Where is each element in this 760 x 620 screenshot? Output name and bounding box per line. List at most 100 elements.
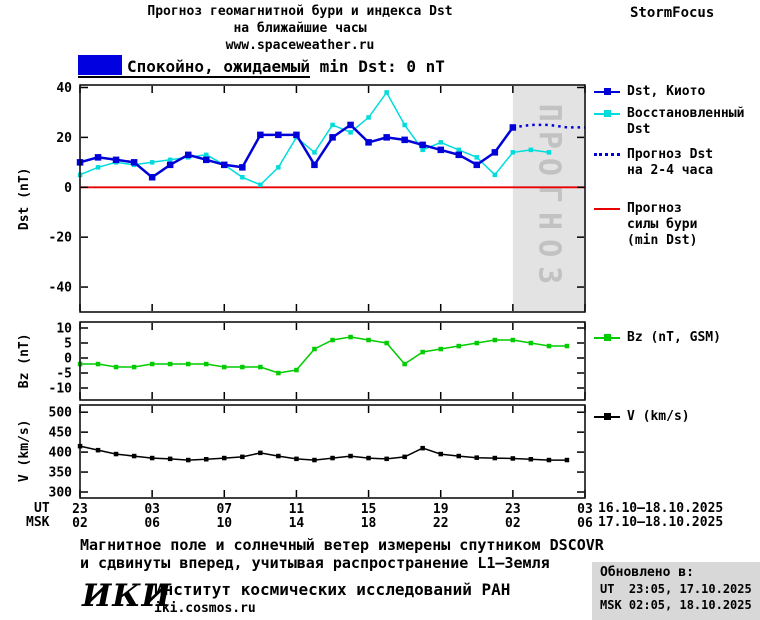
series-marker: [384, 340, 389, 346]
series-marker: [456, 343, 461, 349]
series-marker: [185, 151, 192, 159]
series-marker: [474, 340, 479, 346]
marker-square: [604, 413, 611, 420]
series-marker: [438, 451, 443, 457]
series-marker: [509, 124, 517, 131]
series-marker: [348, 130, 353, 135]
y-tick-label: 10: [56, 322, 72, 337]
series-marker: [77, 361, 83, 367]
legend-dst-forecast: Прогноз Dst на 2-4 часа: [594, 147, 713, 179]
series-marker: [149, 455, 155, 461]
series-marker: [167, 456, 173, 462]
series-marker: [222, 364, 227, 370]
series-marker: [95, 165, 101, 170]
x-tick-label-msk: 10: [216, 516, 232, 531]
x-tick-label-msk: 18: [361, 516, 377, 531]
series-marker: [112, 156, 120, 164]
series-marker: [204, 457, 209, 462]
series-marker: [456, 453, 461, 459]
series-marker: [240, 364, 245, 370]
dst-kyoto-marker-icon: [594, 86, 620, 98]
quiet-level-swatch: [78, 55, 122, 75]
x-tick-label-ut: 15: [361, 502, 377, 517]
panel-border: [79, 404, 586, 499]
series-marker: [186, 457, 191, 463]
series-marker: [528, 340, 534, 346]
series-marker: [131, 364, 137, 370]
series-marker: [222, 455, 227, 461]
series-marker: [564, 343, 570, 349]
x-tick-label-ut: 07: [216, 502, 232, 517]
series-marker: [455, 151, 462, 159]
marker-line: [594, 208, 620, 210]
series-marker: [438, 140, 443, 145]
series-marker: [95, 361, 101, 367]
y-tick-label: 350: [49, 466, 73, 481]
series-marker: [257, 131, 264, 139]
x-tick-label-msk: 02: [72, 516, 88, 531]
series-marker: [312, 457, 317, 463]
series-marker: [510, 337, 516, 343]
x-tick-label-msk: 06: [577, 516, 593, 531]
legend-label: Dst, Киото: [627, 84, 706, 99]
series-marker: [329, 134, 336, 141]
series-marker: [402, 454, 407, 460]
series-marker: [76, 159, 84, 166]
x-tick-label-ut: 23: [72, 502, 88, 517]
v-marker-icon: [594, 411, 620, 423]
y-tick-label: 400: [49, 446, 73, 461]
series-marker: [258, 450, 263, 456]
legend-v: V (km/s): [594, 409, 690, 425]
series-marker: [474, 455, 479, 460]
y-tick-label: 0: [64, 181, 72, 196]
x-tick-label-msk: 02: [505, 516, 521, 531]
series-marker: [221, 161, 228, 169]
marker-line: [594, 153, 620, 156]
series-marker: [401, 136, 408, 144]
series-marker: [222, 162, 227, 168]
x-tick-label-msk: 22: [433, 516, 449, 531]
y-tick-label: 500: [49, 406, 73, 421]
series-marker: [258, 182, 263, 187]
y-tick-label: 5: [64, 337, 72, 352]
series-marker: [528, 147, 534, 153]
legend-label: Прогноз: [627, 201, 682, 216]
series-marker: [113, 451, 119, 457]
series-marker: [348, 453, 353, 459]
series-marker: [366, 337, 371, 343]
series-marker: [366, 115, 371, 120]
banner-underline: [78, 76, 310, 78]
series-marker: [131, 162, 137, 168]
series-marker: [167, 157, 173, 163]
series-marker: [492, 455, 498, 461]
series-marker: [348, 334, 353, 340]
series-line: [79, 445, 567, 461]
updated-label: Обновлено в:: [600, 565, 694, 580]
legend-storm-forecast: Прогноз силы бури (min Dst): [594, 201, 697, 249]
series-marker: [546, 343, 552, 349]
series-marker: [149, 361, 155, 367]
dst-forecast-marker-icon: [594, 149, 620, 161]
series-marker: [402, 122, 407, 128]
legend-dst-restored: Восстановленный Dst: [594, 106, 744, 138]
y-tick-label: -20: [49, 231, 73, 246]
msk-date-range: 17.10–18.10.2025: [598, 515, 724, 530]
series-line: [512, 123, 585, 129]
series-marker: [456, 147, 461, 153]
series-marker: [420, 147, 425, 153]
y-tick-label: 300: [49, 486, 73, 501]
series-marker: [492, 337, 498, 343]
banner-label[interactable]: Спокойно, ожидаемый min Dst: 0 nT: [127, 57, 445, 76]
series-marker: [77, 172, 83, 178]
legend-dst-kyoto: Dst, Киото: [594, 84, 705, 100]
marker-square: [604, 88, 611, 95]
iki-logo: ИКИ: [82, 578, 172, 614]
series-marker: [473, 161, 480, 169]
spaceweather-link[interactable]: www.spaceweather.ru: [225, 38, 375, 53]
series-marker: [77, 443, 83, 449]
series-marker: [113, 364, 119, 370]
y-tick-label: 40: [56, 81, 72, 96]
storm-line-marker-icon: [594, 203, 620, 215]
x-tick-label-ut: 23: [505, 502, 521, 517]
iki-site-link[interactable]: iki.cosmos.ru: [154, 601, 256, 616]
